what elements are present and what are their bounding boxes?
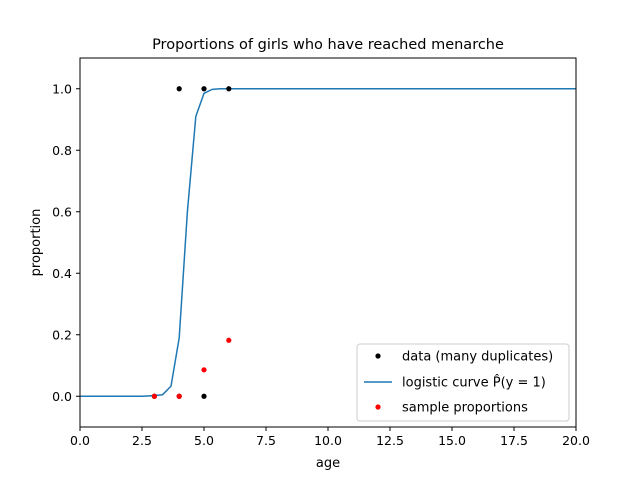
x-tick-label: 12.5 xyxy=(376,433,404,448)
sample-proportion-point xyxy=(151,393,157,399)
legend-label: logistic curve P̂(y = 1) xyxy=(402,375,546,390)
y-axis-label: proportion xyxy=(29,209,44,277)
y-axis-ticks: 0.0 0.2 0.4 0.6 0.8 1.0 xyxy=(52,81,80,404)
x-axis-ticks: 0.0 2.5 5.0 7.5 10.0 12.5 15.0 17.5 20.0 xyxy=(70,427,590,448)
legend-marker xyxy=(375,353,381,359)
legend-marker xyxy=(375,404,381,410)
legend: data (many duplicates) logistic curve P̂(… xyxy=(356,343,570,422)
chart-title: Proportions of girls who have reached me… xyxy=(152,37,504,53)
x-tick-label: 10.0 xyxy=(314,433,342,448)
legend-box xyxy=(356,343,570,422)
data-point xyxy=(201,86,207,92)
logistic-curve-line xyxy=(80,88,576,397)
y-tick-label: 0.2 xyxy=(52,327,72,342)
x-tick-label: 2.5 xyxy=(132,433,152,448)
x-tick-label: 0.0 xyxy=(70,433,90,448)
plot-area xyxy=(80,86,576,399)
y-tick-label: 0.6 xyxy=(52,204,72,219)
legend-label: data (many duplicates) xyxy=(402,350,553,365)
legend-label: sample proportions xyxy=(402,401,528,416)
data-point xyxy=(201,393,207,399)
y-tick-label: 0.0 xyxy=(52,389,72,404)
x-axis-label: age xyxy=(316,456,340,471)
y-tick-label: 0.8 xyxy=(52,143,72,158)
data-point xyxy=(226,86,232,92)
x-tick-label: 15.0 xyxy=(438,433,466,448)
x-tick-label: 7.5 xyxy=(256,433,276,448)
x-tick-label: 5.0 xyxy=(194,433,214,448)
axes-frame xyxy=(79,57,577,428)
x-tick-label: 17.5 xyxy=(500,433,528,448)
y-tick-label: 1.0 xyxy=(52,81,72,96)
sample-proportion-point xyxy=(226,337,232,343)
sample-proportion-point xyxy=(176,393,182,399)
data-point xyxy=(176,86,182,92)
y-tick-label: 0.4 xyxy=(52,266,72,281)
sample-proportion-point xyxy=(201,367,207,373)
x-tick-label: 20.0 xyxy=(562,433,590,448)
